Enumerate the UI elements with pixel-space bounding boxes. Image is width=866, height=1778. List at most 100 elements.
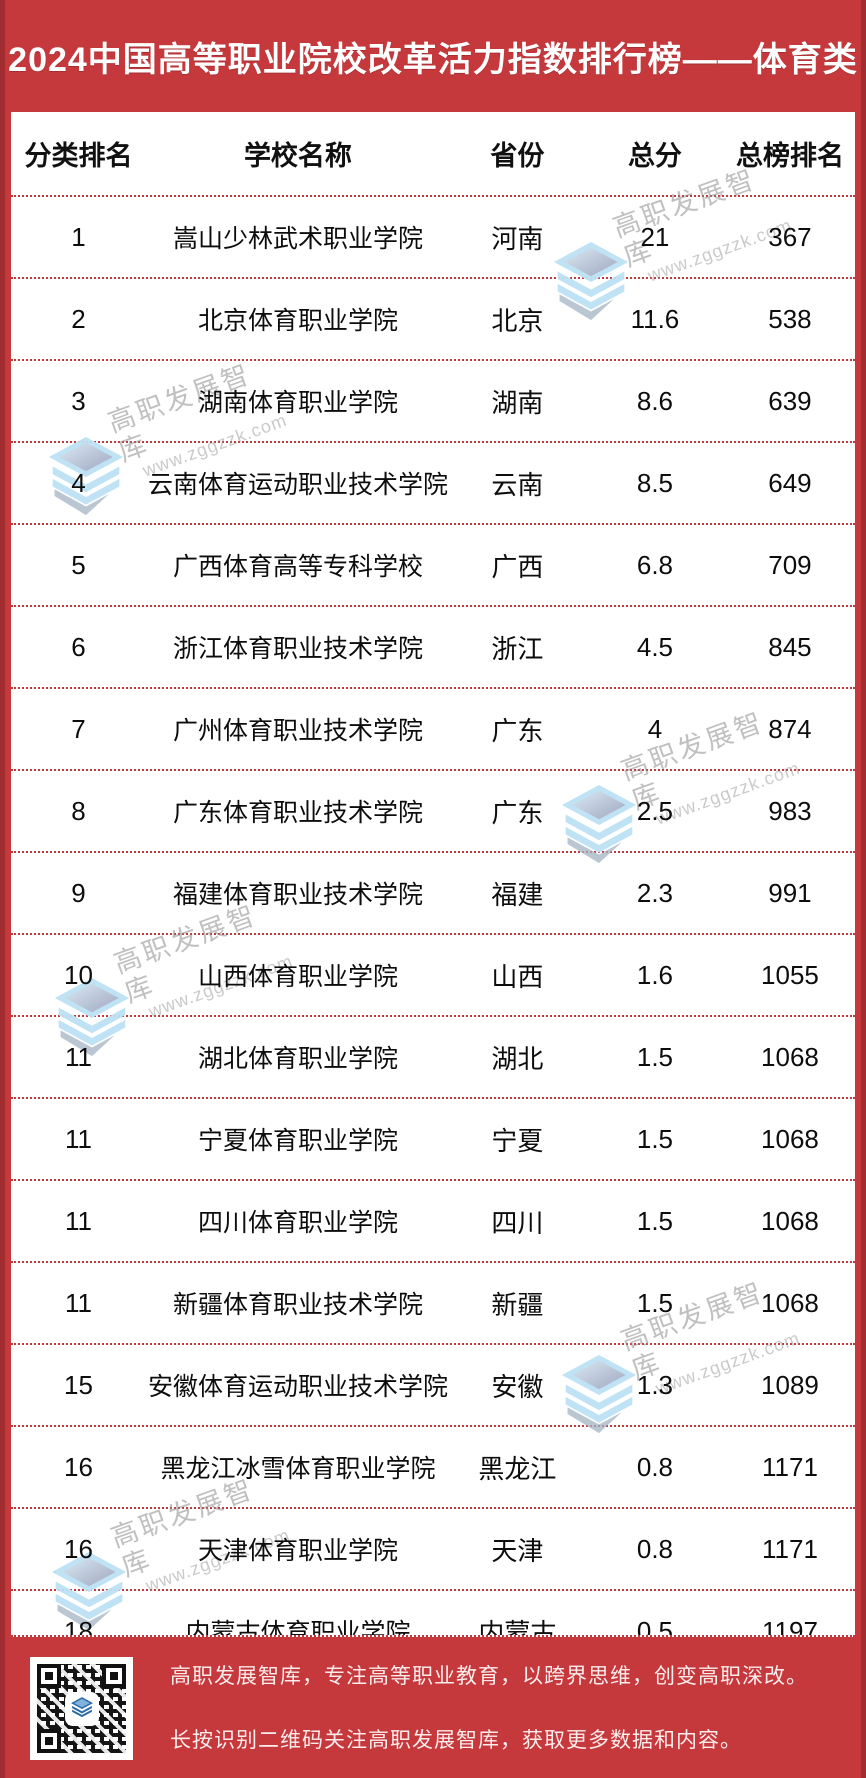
qr-finder-icon — [37, 1729, 61, 1753]
cell-school-name: 四川体育职业学院 — [197, 1209, 398, 1237]
cell-province: 湖南 — [491, 387, 544, 418]
cell-category-rank: 6 — [71, 631, 86, 662]
cell-province: 四川 — [491, 1207, 544, 1238]
table-row: 2 北京体育职业学院 北京 11.6 538 — [11, 277, 855, 359]
table-row: 16 天津体育职业学院 天津 0.8 1171 — [11, 1507, 855, 1589]
cell-category-rank: 10 — [64, 959, 93, 990]
cell-overall-rank: 1068 — [761, 1287, 819, 1318]
cell-total-score: 1.5 — [636, 1041, 674, 1072]
cell-overall-rank: 1171 — [762, 1533, 818, 1564]
cell-province: 新疆 — [491, 1289, 544, 1320]
cell-total-score: 0.8 — [636, 1451, 674, 1482]
left-edge-shade — [0, 0, 5, 1778]
cell-category-rank: 7 — [71, 713, 86, 744]
table-row: 5 广西体育高等专科学校 广西 6.8 709 — [11, 523, 855, 605]
cell-total-score: 1.5 — [636, 1123, 674, 1154]
table-row: 18 内蒙古体育职业学院 内蒙古 0.5 1197 — [11, 1589, 855, 1637]
cell-overall-rank: 1055 — [761, 959, 819, 990]
cell-overall-rank: 1068 — [761, 1041, 819, 1072]
cell-total-score: 2.5 — [636, 795, 674, 826]
cell-category-rank: 16 — [64, 1533, 93, 1564]
cell-province: 浙江 — [491, 633, 544, 664]
table-row: 11 宁夏体育职业学院 宁夏 1.5 1068 — [11, 1097, 855, 1179]
table-row: 10 山西体育职业学院 山西 1.6 1055 — [11, 933, 855, 1015]
cell-total-score: 0.8 — [636, 1533, 674, 1564]
table-row: 7 广州体育职业技术学院 广东 4 874 — [11, 687, 855, 769]
cell-province: 山西 — [491, 961, 544, 992]
table-row: 15 安徽体育运动职业技术学院 安徽 1.3 1089 — [11, 1343, 855, 1425]
qr-code — [30, 1657, 133, 1760]
cell-total-score: 8.5 — [636, 467, 674, 498]
cell-total-score: 4.5 — [636, 631, 674, 662]
cell-total-score: 1.6 — [636, 959, 674, 990]
cell-province: 广东 — [491, 715, 544, 746]
cell-overall-rank: 1089 — [761, 1369, 819, 1400]
cell-overall-rank: 1171 — [762, 1451, 818, 1482]
cell-province: 黑龙江 — [478, 1453, 557, 1484]
cell-province: 广东 — [491, 797, 544, 828]
cell-overall-rank: 1197 — [762, 1615, 818, 1637]
cell-school-name: 内蒙古体育职业学院 — [185, 1619, 411, 1637]
table-row: 11 四川体育职业学院 四川 1.5 1068 — [11, 1179, 855, 1261]
cell-total-score: 1.3 — [636, 1369, 674, 1400]
cell-province: 广西 — [491, 551, 544, 582]
cell-province: 宁夏 — [491, 1125, 544, 1156]
cell-school-name: 广州体育职业技术学院 — [172, 717, 423, 745]
cell-school-name: 云南体育运动职业技术学院 — [147, 471, 448, 499]
cell-province: 福建 — [491, 879, 544, 910]
cell-category-rank: 2 — [71, 303, 86, 334]
cell-province: 北京 — [491, 305, 544, 336]
footer-tagline: 高职发展智库，专注高等职业教育，以跨界思维，创变高职深改。 — [170, 1664, 808, 1688]
cell-school-name: 嵩山少林武术职业学院 — [172, 225, 423, 253]
ranking-table: 高职发展智库 www.zggzzk.com 高职发展智库 www.zggzzk.co… — [11, 112, 855, 1637]
cell-category-rank: 11 — [65, 1123, 93, 1154]
cell-category-rank: 3 — [71, 385, 86, 416]
cell-overall-rank: 649 — [768, 467, 812, 498]
cell-school-name: 福建体育职业技术学院 — [172, 881, 423, 909]
column-header-overall-rank: 总榜排名 — [735, 141, 844, 171]
footer-text: 高职发展智库，专注高等职业教育，以跨界思维，创变高职深改。 长按识别二维码关注高… — [170, 1635, 808, 1778]
table-row: 6 浙江体育职业技术学院 浙江 4.5 845 — [11, 605, 855, 687]
cell-overall-rank: 874 — [768, 713, 812, 744]
table-row: 11 新疆体育职业技术学院 新疆 1.5 1068 — [11, 1261, 855, 1343]
column-header-total-score: 总分 — [627, 141, 682, 171]
cell-province: 河南 — [491, 223, 544, 254]
page-title: 2024中国高等职业院校改革活力指数排行榜——体育类 — [8, 40, 858, 79]
cell-overall-rank: 639 — [768, 385, 812, 416]
table-row: 4 云南体育运动职业技术学院 云南 8.5 649 — [11, 441, 855, 523]
cell-category-rank: 16 — [64, 1451, 93, 1482]
column-header-category-rank: 分类排名 — [24, 141, 133, 171]
table-row: 8 广东体育职业技术学院 广东 2.5 983 — [11, 769, 855, 851]
qr-center-logo-icon — [66, 1693, 97, 1724]
column-header-province: 省份 — [490, 141, 545, 171]
cell-school-name: 广西体育高等专科学校 — [172, 553, 423, 581]
cell-category-rank: 18 — [64, 1615, 93, 1637]
cell-category-rank: 11 — [65, 1287, 93, 1318]
table-row: 11 湖北体育职业学院 湖北 1.5 1068 — [11, 1015, 855, 1097]
cell-total-score: 8.6 — [636, 385, 674, 416]
cell-total-score: 1.5 — [636, 1205, 674, 1236]
cell-school-name: 天津体育职业学院 — [197, 1537, 398, 1565]
footer: 高职发展智库，专注高等职业教育，以跨界思维，创变高职深改。 长按识别二维码关注高… — [0, 1635, 866, 1778]
table-row: 1 嵩山少林武术职业学院 河南 21 367 — [11, 195, 855, 277]
cell-category-rank: 15 — [64, 1369, 93, 1400]
cell-province: 安徽 — [491, 1371, 544, 1402]
cell-overall-rank: 845 — [768, 631, 812, 662]
cell-total-score: 0.5 — [636, 1615, 674, 1637]
cell-total-score: 11.6 — [630, 303, 680, 334]
cell-total-score: 6.8 — [636, 549, 674, 580]
cell-total-score: 4 — [647, 713, 663, 744]
right-edge-shade — [861, 0, 866, 1778]
cell-school-name: 宁夏体育职业学院 — [197, 1127, 398, 1155]
cell-overall-rank: 1068 — [761, 1205, 819, 1236]
cell-total-score: 2.3 — [636, 877, 674, 908]
cell-school-name: 安徽体育运动职业技术学院 — [147, 1373, 448, 1401]
cell-category-rank: 8 — [71, 795, 86, 826]
cell-total-score: 21 — [640, 221, 670, 252]
cell-category-rank: 5 — [71, 549, 86, 580]
ranking-rows: 1 嵩山少林武术职业学院 河南 21 367 2 北京体育职业学院 北京 11.… — [11, 195, 855, 1637]
cell-overall-rank: 709 — [768, 549, 812, 580]
cell-category-rank: 4 — [71, 467, 86, 498]
footer-cta: 长按识别二维码关注高职发展智库，获取更多数据和内容。 — [170, 1728, 742, 1752]
qr-finder-icon — [102, 1664, 126, 1688]
